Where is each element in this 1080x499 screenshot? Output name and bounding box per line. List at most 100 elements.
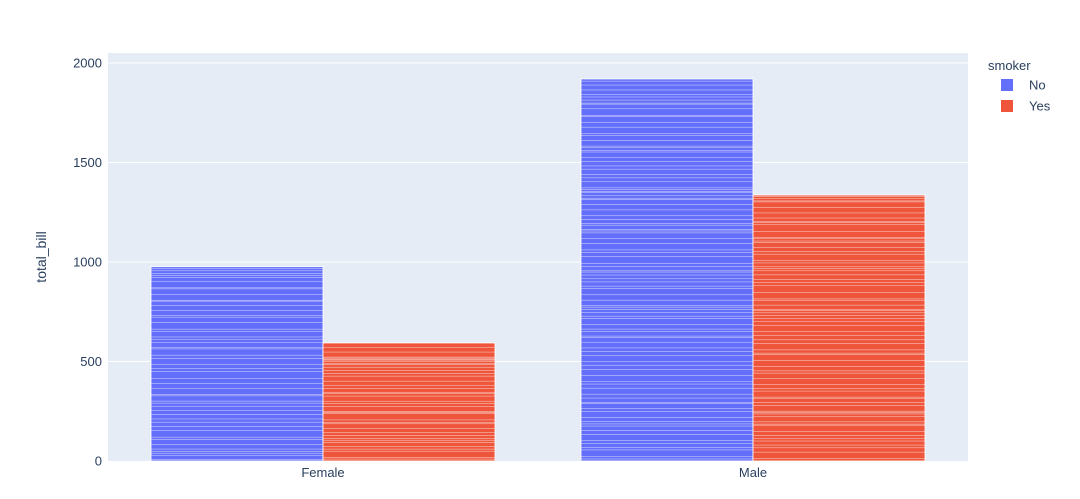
- bar-segment: [753, 373, 925, 378]
- bar-segment: [581, 316, 753, 318]
- bar-segment: [151, 268, 323, 270]
- bar-segment: [151, 364, 323, 368]
- bar-segment: [323, 361, 495, 363]
- bar-segment: [151, 445, 323, 449]
- bar-segment: [581, 192, 753, 195]
- bar-segment: [151, 301, 323, 306]
- legend-swatch[interactable]: [1001, 100, 1013, 112]
- bar-segment: [323, 424, 495, 429]
- bar-segment: [581, 394, 753, 398]
- bar-segment: [753, 254, 925, 260]
- bar-segment: [581, 331, 753, 336]
- bar-segment: [753, 402, 925, 405]
- bar-segment: [753, 313, 925, 315]
- bar-segment: [753, 399, 925, 403]
- bar-segment: [151, 277, 323, 281]
- bar-segment: [581, 279, 753, 282]
- bar-segment: [151, 372, 323, 379]
- bar-segment: [323, 343, 495, 347]
- bar-segment: [581, 318, 753, 324]
- bar-segment: [323, 347, 495, 352]
- bar-segment: [753, 385, 925, 389]
- bar-segment: [581, 216, 753, 220]
- bar-segment: [581, 189, 753, 191]
- bar: [151, 266, 323, 461]
- bar-segment: [753, 406, 925, 412]
- bar-segment: [581, 157, 753, 161]
- bar-segment: [581, 286, 753, 288]
- bar-segment: [581, 351, 753, 355]
- bar-segment: [581, 81, 753, 85]
- bar-segment: [581, 210, 753, 216]
- bar-segment: [581, 342, 753, 348]
- bar-segment: [581, 223, 753, 225]
- bar-segment: [581, 370, 753, 376]
- bar-segment: [151, 401, 323, 403]
- bar-segment: [753, 350, 925, 353]
- bar-segment: [581, 435, 753, 441]
- bar-segment: [753, 271, 925, 275]
- bar-segment: [581, 312, 753, 316]
- bar-segment: [753, 378, 925, 384]
- bar-segment: [151, 349, 323, 355]
- bar-segment: [753, 275, 925, 280]
- bar-segment: [323, 447, 495, 449]
- bar-segment: [581, 300, 753, 305]
- y-tick-label: 1500: [73, 155, 102, 170]
- bar-segment: [151, 422, 323, 426]
- bar-segment: [581, 384, 753, 388]
- bar-segment: [581, 266, 753, 270]
- bar-segment: [151, 396, 323, 401]
- bar-segment: [753, 371, 925, 373]
- bar-segment: [151, 329, 323, 331]
- y-tick-label: 0: [95, 454, 102, 469]
- bar-segment: [753, 268, 925, 270]
- bar-segment: [753, 366, 925, 370]
- bar-segment: [581, 348, 753, 351]
- legend-item-label[interactable]: No: [1029, 78, 1046, 93]
- bar-segment: [581, 152, 753, 157]
- bar-segment: [581, 90, 753, 95]
- bar-segment: [753, 218, 925, 222]
- bar-segment: [151, 281, 323, 288]
- bar-segment: [323, 414, 495, 420]
- bar-segment: [581, 169, 753, 174]
- bar-segment: [753, 321, 925, 325]
- bar-segment: [753, 452, 925, 458]
- bar-segment: [753, 360, 925, 366]
- bar-segment: [753, 344, 925, 350]
- bar-segment: [151, 437, 323, 439]
- bar-segment: [753, 239, 925, 241]
- bar-segment: [753, 441, 925, 445]
- bar-segment: [581, 356, 753, 362]
- bar-segment: [581, 238, 753, 243]
- bar-segment: [753, 280, 925, 283]
- bar-segment: [581, 166, 753, 169]
- bar-segment: [581, 441, 753, 444]
- bar-segment: [581, 133, 753, 135]
- bar-segment: [151, 453, 323, 456]
- bar-segment: [151, 439, 323, 444]
- bar-segment: [151, 419, 323, 422]
- bar-segment: [753, 198, 925, 201]
- bar-segment: [151, 317, 323, 322]
- bar-segment: [151, 339, 323, 343]
- bar-segment: [323, 401, 495, 403]
- bar-segment: [753, 225, 925, 232]
- bar-segment: [581, 295, 753, 300]
- legend-swatch[interactable]: [1001, 79, 1013, 91]
- bar-segment: [151, 369, 323, 372]
- legend-item-label[interactable]: Yes: [1029, 99, 1051, 114]
- bar-segment: [151, 295, 323, 301]
- bar-segment: [581, 421, 753, 424]
- bar-segment: [323, 406, 495, 411]
- bar-segment: [581, 337, 753, 342]
- bar-segment: [581, 282, 753, 286]
- bar-segment: [151, 355, 323, 358]
- bar-segment: [323, 367, 495, 370]
- bar-segment: [581, 450, 753, 456]
